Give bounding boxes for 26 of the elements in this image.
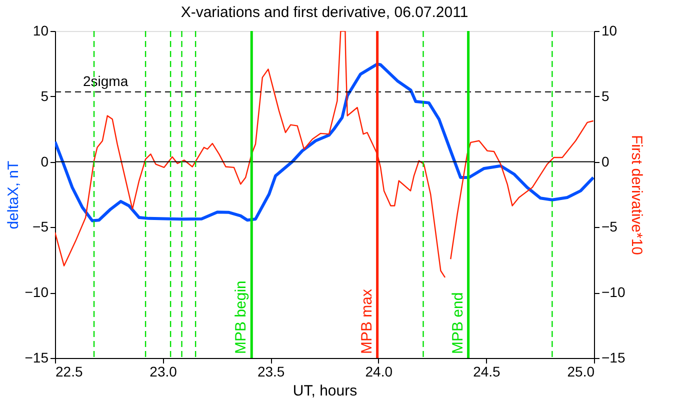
x-axis-title: UT, hours — [292, 382, 358, 400]
y-axis-title: deltaX, nT — [4, 160, 22, 230]
x-tick-label: 22.5 — [56, 364, 83, 380]
ref-line-label: MPB end — [449, 292, 466, 354]
ref-line-label: MPB begin — [232, 280, 250, 354]
y2-tick-label: −15 — [602, 350, 626, 366]
y2-tick-label: −5 — [602, 218, 618, 235]
x-tick-label: 23.0 — [150, 364, 178, 380]
y-tick-label: 0 — [40, 153, 49, 170]
y2-tick-label: 5 — [602, 88, 610, 104]
x-tick-label: 24.5 — [473, 364, 501, 380]
y-tick-label: −10 — [24, 284, 49, 300]
y2-tick-label: −10 — [602, 284, 626, 300]
x-tick-label: 25.0 — [567, 364, 595, 380]
y-tick-label: −15 — [24, 350, 49, 366]
y2-tick-label: 10 — [602, 22, 618, 38]
ref-line-label: 2sigma — [83, 72, 128, 89]
y-tick-label: 5 — [40, 88, 49, 104]
y2-tick-label: 0 — [602, 153, 610, 170]
ref-line-label: MPB max — [358, 288, 376, 354]
x-tick-label: 23.5 — [257, 364, 285, 380]
y-tick-label: 10 — [32, 22, 49, 38]
x-tick-label: 24.0 — [365, 364, 393, 380]
y2-axis-title: First derivative*10 — [628, 134, 646, 256]
y-tick-label: −5 — [32, 218, 49, 235]
chart-title: X-variations and first derivative, 06.07.2011 — [180, 4, 468, 21]
